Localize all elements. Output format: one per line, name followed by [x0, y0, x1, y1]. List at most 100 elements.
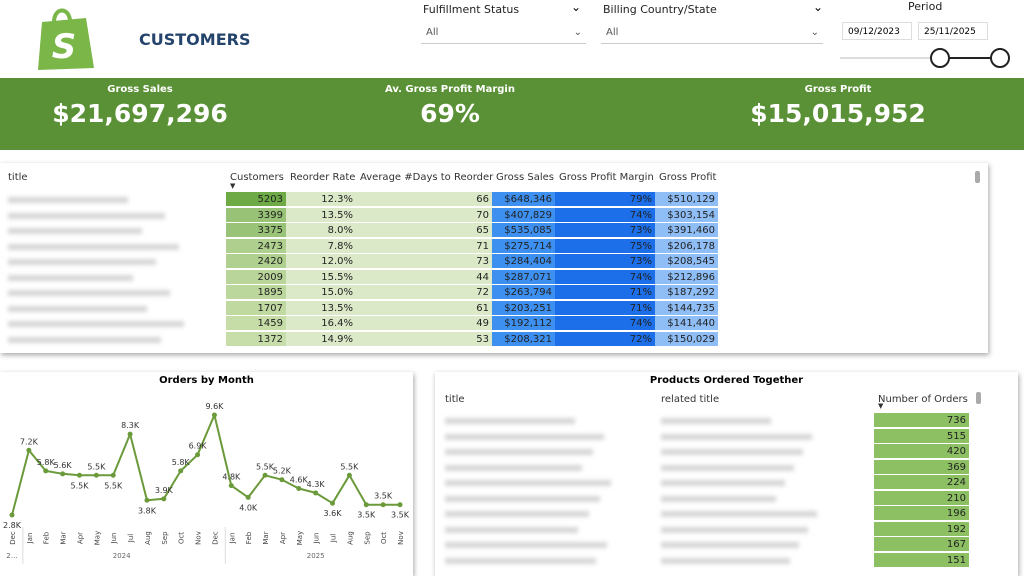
- table-cell: 13.5%: [286, 300, 356, 316]
- blurred-title: [445, 526, 578, 533]
- table-cell: 7.8%: [286, 238, 356, 254]
- filter-label: Billing Country/State: [603, 3, 717, 16]
- table-cell: $208,545: [655, 254, 718, 269]
- scrollbar: [976, 392, 981, 404]
- column-header: Gross Profit Margin: [559, 172, 654, 183]
- table-cell: 73: [356, 254, 492, 269]
- point: [211, 412, 217, 418]
- data-label: 5.5K: [256, 462, 275, 471]
- data-label: 4.8K: [222, 473, 241, 482]
- x-group-label: 2…: [6, 552, 17, 560]
- data-label: 5.8K: [37, 458, 56, 467]
- filter-value: All: [606, 27, 619, 38]
- filter-dropdown[interactable]: All ⌄: [421, 27, 586, 44]
- column-header: related title: [661, 394, 720, 405]
- chevron[interactable]: ⌄: [571, 0, 582, 14]
- x-tick-label: May: [296, 531, 304, 545]
- data-label: 4.6K: [290, 476, 309, 485]
- table-cell: $150,029: [655, 331, 718, 347]
- x-group-label: 2024: [113, 552, 131, 560]
- blurred-title: [445, 464, 582, 471]
- table-cell: $192,112: [492, 316, 555, 331]
- table-cell: 15.0%: [286, 285, 356, 300]
- blurred-title: [661, 433, 812, 440]
- date-end[interactable]: 25/11/2025: [918, 22, 988, 40]
- x-tick-label: Oct: [178, 532, 186, 544]
- kpi-label: Av. Gross Profit Margin: [385, 84, 515, 95]
- table-cell: 1707: [226, 300, 286, 316]
- table-cell: $284,404: [492, 254, 555, 269]
- point: [397, 502, 403, 508]
- point: [93, 472, 99, 478]
- blurred-title: [661, 418, 771, 424]
- kpi-band: [0, 78, 1024, 150]
- table-cell: $206,178: [655, 238, 718, 254]
- blurred-title: [445, 433, 604, 440]
- point: [127, 431, 133, 437]
- table-cell: 71: [356, 238, 492, 254]
- table-cell: 2473: [226, 238, 286, 254]
- period-slider[interactable]: [840, 44, 1020, 72]
- blurred-title: [8, 197, 128, 203]
- point: [363, 502, 369, 508]
- table-cell: 61: [356, 300, 492, 316]
- point: [313, 490, 319, 496]
- kpi-value: $21,697,296: [52, 99, 228, 128]
- table-cell: $144,735: [655, 300, 718, 316]
- point: [346, 472, 352, 478]
- table-cell: 66: [356, 192, 492, 207]
- table-cell: $275,714: [492, 238, 555, 254]
- table-cell: $208,321: [492, 331, 555, 347]
- x-tick-label: Jun: [110, 533, 118, 545]
- data-label: 6.9K: [189, 442, 208, 451]
- data-label: 8.3K: [121, 421, 140, 430]
- table-cell: 74%: [555, 269, 655, 285]
- kpi: Gross Profit $15,015,952: [738, 84, 938, 128]
- chevron[interactable]: ⌄: [813, 0, 824, 14]
- blurred-title: [8, 228, 142, 234]
- blurred-title: [661, 542, 799, 548]
- x-tick-label: Jul: [127, 534, 135, 544]
- table-cell: 71%: [555, 300, 655, 316]
- table-cell: 224: [874, 475, 969, 490]
- blurred-title: [661, 495, 776, 502]
- table-cell: 15.5%: [286, 269, 356, 285]
- point: [26, 447, 32, 453]
- period-label: Period: [908, 0, 943, 13]
- table-cell: $212,896: [655, 269, 718, 285]
- point: [144, 497, 150, 503]
- chart-title: Orders by Month: [159, 375, 254, 386]
- table-cell: 16.4%: [286, 316, 356, 331]
- filter-dropdown[interactable]: All ⌄: [601, 27, 823, 44]
- blurred-title: [445, 449, 593, 455]
- table-cell: 13.5%: [286, 207, 356, 223]
- date-start[interactable]: 09/12/2023: [842, 22, 912, 40]
- data-label: 3.9K: [155, 486, 174, 495]
- blurred-title: [8, 336, 161, 343]
- table-cell: 210: [874, 490, 969, 506]
- blurred-title: [661, 511, 817, 517]
- table-cell: 72%: [555, 331, 655, 347]
- kpi-label: Gross Sales: [107, 84, 173, 95]
- table-cell: 2009: [226, 269, 286, 285]
- column-header: Average #Days to Reorder: [360, 172, 494, 183]
- x-tick-label: Apr: [279, 532, 287, 544]
- x-group-label: 2025: [307, 552, 325, 560]
- point: [296, 486, 302, 492]
- date-text: 09/12/2023: [848, 27, 900, 37]
- table-cell: 8.0%: [286, 223, 356, 238]
- line: [11, 414, 400, 516]
- x-tick-label: Jan: [228, 533, 236, 545]
- table-cell: $187,292: [655, 285, 718, 300]
- table-cell: 65: [356, 223, 492, 238]
- x-tick-label: May: [93, 531, 101, 545]
- data-label: 5.5K: [70, 481, 89, 490]
- data-label: 3.5K: [357, 511, 376, 520]
- x-tick-label: Jun: [313, 533, 321, 545]
- point: [161, 496, 167, 502]
- x-tick-label: Dec: [9, 531, 17, 545]
- data-label: 7.2K: [20, 437, 39, 446]
- table-cell: 73%: [555, 254, 655, 269]
- table-cell: 1372: [226, 331, 286, 347]
- column-header: Gross Sales: [496, 172, 554, 183]
